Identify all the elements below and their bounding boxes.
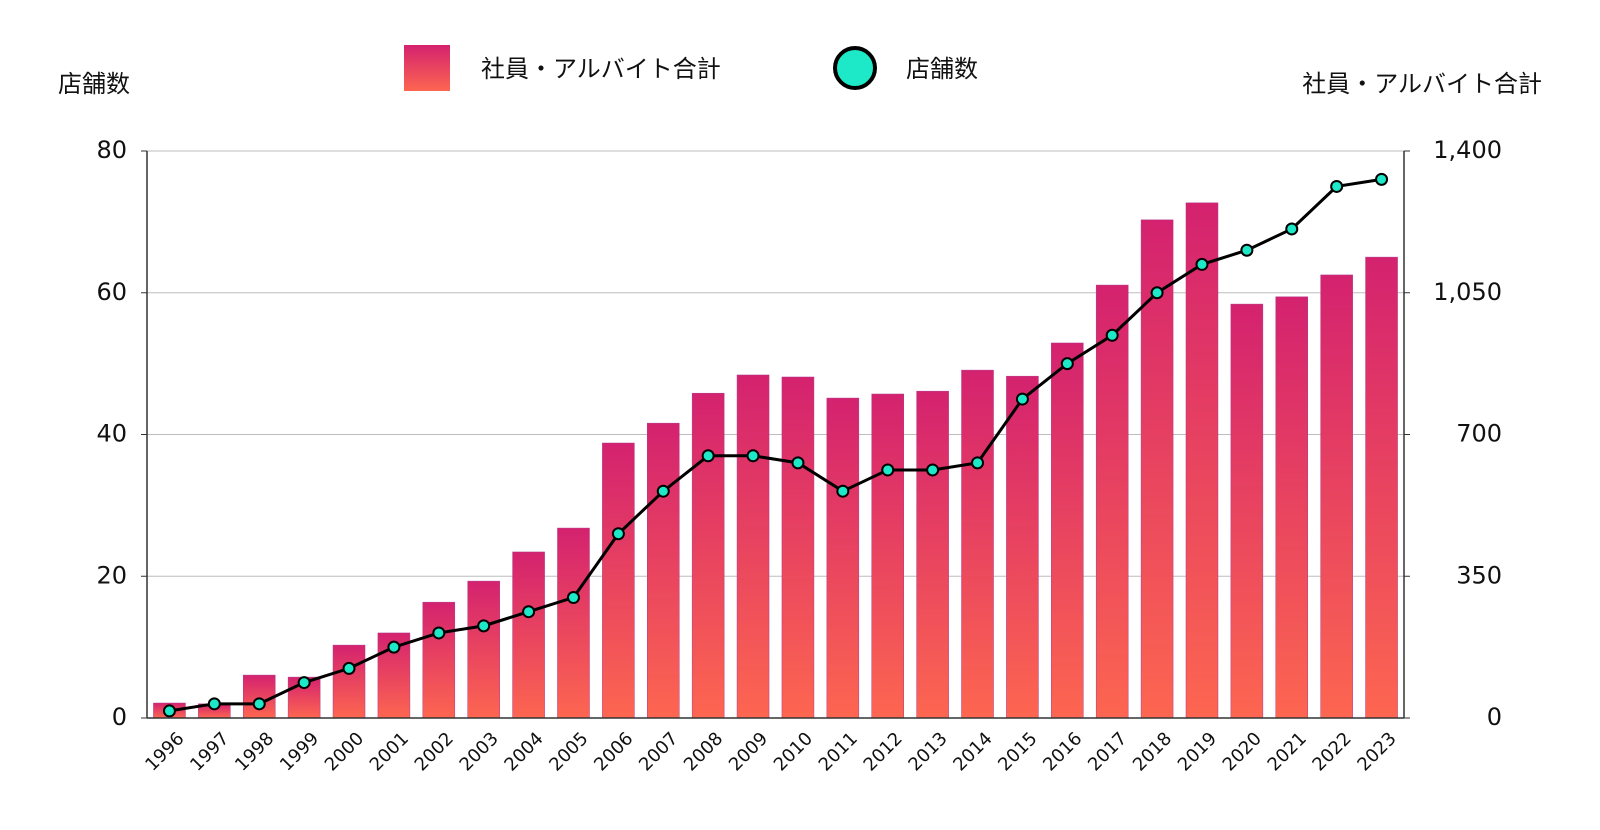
marker bbox=[701, 449, 715, 463]
x-tick-label: 1999 bbox=[276, 728, 323, 775]
x-tick-label: 1996 bbox=[141, 728, 188, 775]
x-tick-label: 2013 bbox=[904, 728, 951, 775]
x-tick-label: 2014 bbox=[949, 728, 996, 775]
bar bbox=[602, 442, 635, 719]
y2-tick-label: 700 bbox=[1456, 420, 1502, 448]
bar bbox=[691, 392, 725, 719]
x-tick-label: 2001 bbox=[366, 728, 413, 775]
y-tick-label: 60 bbox=[96, 278, 127, 306]
marker bbox=[207, 697, 221, 711]
y2-axis-title: 社員・アルバイト合計 bbox=[1302, 70, 1542, 98]
bar bbox=[736, 374, 770, 719]
y-tick-label: 0 bbox=[112, 703, 127, 731]
bar bbox=[1185, 202, 1219, 719]
y-tick-label: 40 bbox=[96, 420, 127, 448]
x-tick-label: 1998 bbox=[231, 728, 278, 775]
y-tick-label: 80 bbox=[96, 136, 127, 164]
marker bbox=[1195, 257, 1209, 271]
x-tick-label: 2020 bbox=[1219, 728, 1266, 775]
y2-tick-label: 1,050 bbox=[1433, 278, 1502, 306]
x-tick-label: 2010 bbox=[770, 728, 817, 775]
bar bbox=[467, 580, 500, 719]
y2-tick-label: 1,400 bbox=[1433, 136, 1502, 164]
bar bbox=[1365, 256, 1398, 719]
legend-swatch bbox=[833, 46, 877, 90]
marker bbox=[1330, 179, 1344, 193]
bar bbox=[1320, 274, 1353, 719]
marker bbox=[1240, 243, 1254, 257]
y2-tick-label: 0 bbox=[1487, 703, 1502, 731]
bar bbox=[781, 376, 815, 719]
y-tick-label: 20 bbox=[96, 561, 127, 589]
marker bbox=[1060, 357, 1074, 371]
x-tick-label: 2006 bbox=[590, 728, 637, 775]
x-tick-label: 2007 bbox=[635, 728, 682, 775]
x-tick-label: 2011 bbox=[815, 728, 862, 775]
bar bbox=[871, 393, 904, 719]
bar bbox=[287, 676, 321, 719]
marker bbox=[836, 484, 850, 498]
bar bbox=[1230, 303, 1264, 719]
line bbox=[169, 177, 1382, 713]
x-tick-label: 2021 bbox=[1264, 728, 1311, 775]
marker bbox=[791, 456, 805, 470]
marker bbox=[477, 619, 491, 633]
marker bbox=[746, 449, 760, 463]
marker bbox=[252, 697, 266, 711]
bar bbox=[1051, 342, 1084, 719]
x-tick-label: 2022 bbox=[1308, 728, 1355, 775]
bar bbox=[422, 601, 456, 719]
x-tick-label: 2012 bbox=[860, 728, 907, 775]
x-tick-label: 1997 bbox=[186, 728, 233, 775]
legend-swatch bbox=[404, 45, 450, 91]
marker bbox=[611, 527, 625, 541]
legend-label: 店舗数 bbox=[906, 55, 978, 83]
marker bbox=[656, 484, 670, 498]
x-tick-label: 2008 bbox=[680, 728, 727, 775]
marker bbox=[387, 640, 401, 654]
x-tick-label: 2019 bbox=[1174, 728, 1221, 775]
y2-tick-label: 350 bbox=[1456, 561, 1502, 589]
x-tick-label: 2000 bbox=[321, 728, 368, 775]
bar bbox=[557, 527, 590, 719]
marker bbox=[1105, 328, 1119, 342]
marker bbox=[1015, 392, 1029, 406]
x-tick-label: 2005 bbox=[545, 728, 592, 775]
x-tick-label: 2017 bbox=[1084, 728, 1131, 775]
y-axis-title: 店舗数 bbox=[58, 70, 130, 98]
bar bbox=[1006, 375, 1039, 719]
marker bbox=[881, 463, 895, 477]
marker bbox=[432, 626, 446, 640]
x-tick-label: 2003 bbox=[456, 728, 503, 775]
x-tick-label: 2016 bbox=[1039, 728, 1086, 775]
marker bbox=[566, 591, 580, 605]
bar bbox=[826, 397, 860, 719]
bar bbox=[242, 674, 276, 719]
x-tick-label: 2023 bbox=[1353, 728, 1400, 775]
marker bbox=[297, 676, 311, 690]
marker bbox=[1375, 172, 1389, 186]
bar bbox=[1095, 284, 1129, 719]
x-tick-label: 2009 bbox=[725, 728, 772, 775]
marker bbox=[926, 463, 940, 477]
bar bbox=[332, 644, 366, 719]
x-tick-label: 2002 bbox=[411, 728, 458, 775]
legend-label: 社員・アルバイト合計 bbox=[481, 55, 721, 83]
x-tick-label: 2018 bbox=[1129, 728, 1176, 775]
bar bbox=[512, 551, 545, 719]
bar bbox=[647, 422, 680, 719]
marker bbox=[162, 704, 176, 718]
bar bbox=[916, 390, 949, 719]
marker bbox=[971, 456, 985, 470]
x-tick-label: 2015 bbox=[994, 728, 1041, 775]
marker bbox=[1150, 286, 1164, 300]
marker bbox=[1285, 222, 1299, 236]
marker bbox=[342, 661, 356, 675]
bar bbox=[1275, 296, 1309, 719]
marker bbox=[522, 605, 536, 619]
bar bbox=[961, 369, 994, 719]
x-tick-label: 2004 bbox=[500, 728, 547, 775]
